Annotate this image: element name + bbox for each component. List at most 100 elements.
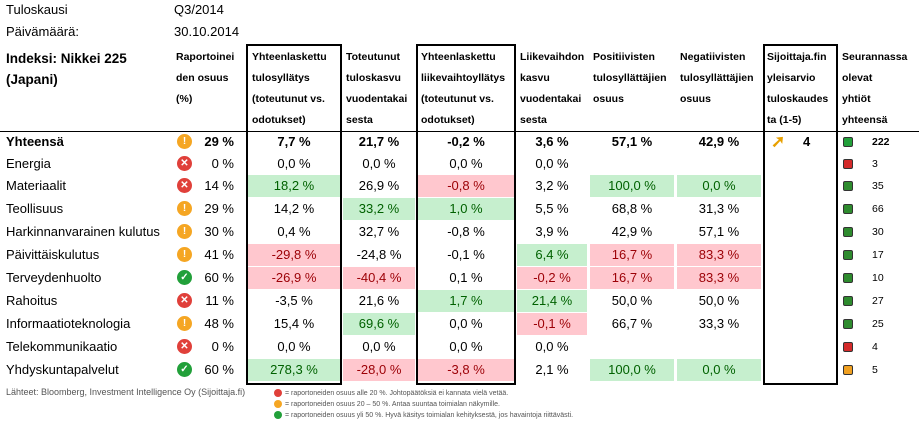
metric-cell-c6: 83,3 % [677,267,761,289]
column-header-line: yhtiöt [842,93,871,105]
metric-cell-c5 [590,153,674,175]
column-header-line: (toteutunut vs. [421,93,494,105]
reported-value: 30 % [204,224,234,239]
status-light-icon [843,319,853,329]
column-header-line: kasvu [520,72,550,84]
metric-cell-c6: 0,0 % [677,175,761,197]
column-header-line: tulosyllättäjien [593,72,667,84]
metric-cell-c4: 0,0 % [535,156,569,171]
reported-value: 29 % [204,201,234,216]
reported-share: ! 48 % [174,313,244,335]
status-light-icon [843,296,853,306]
row-name: Päivittäiskulutus [6,247,100,262]
date-value: 30.10.2014 [174,24,240,39]
warning-icon [274,400,282,409]
metric-cell-c4: -0,1 % [517,313,587,335]
table-row: Rahoitus ✕ 11 % -3,5 % 21,6 % 1,7 % 21,4 % 50,0… [0,290,919,312]
column-header-line: (toteutunut vs. [252,93,325,105]
reported-share: ! 41 % [174,244,244,266]
metric-cell-c4: 3,2 % [535,178,569,193]
reported-share: ✕ 11 % [174,290,244,312]
metric-cell-c2: -24,8 % [356,247,402,262]
column-header-line: tulosyllätys [252,72,310,84]
column-header-line: osuus [680,93,711,105]
column-header-line: tulosyllättäjien [680,72,754,84]
ok-icon: ✓ [177,270,192,285]
table-row: Informaatioteknologia! 48 % 15,4 % 69,6 % 0,… [0,313,919,335]
companies-cell: 4 [840,336,919,358]
metric-cell-c4: -0,2 % [517,267,587,289]
metric-cell-c2: -40,4 % [343,267,415,289]
column-header-1: Yhteenlaskettu tulosyllätys (toteutunut vs… [252,47,327,131]
reported-share: ✓ 60 % [174,267,244,289]
header-divider [0,131,919,132]
metric-cell-c3: 1,7 % [418,290,514,312]
column-header-line: sesta [346,114,373,126]
companies-count: 66 [872,203,884,215]
column-header-line: odotukset) [252,114,306,126]
column-header-line: yhteensä [842,114,888,126]
reported-value: 48 % [204,316,234,331]
metric-cell-c2: 0,0 % [362,339,396,354]
metric-cell-c4: 21,4 % [517,290,587,312]
metric-cell-c1: 278,3 % [248,359,340,381]
metric-cell-c1: 15,4 % [273,316,315,331]
column-header-line: Sijoittaja.fin [767,51,827,63]
status-light-icon [843,159,853,169]
companies-count: 35 [872,180,884,192]
error-icon: ✕ [177,293,192,308]
row-name: Materiaalit [6,178,66,193]
column-header-line: odotukset) [421,114,475,126]
metric-cell-c4: 3,6 % [535,134,569,149]
companies-cell: 30 [840,221,919,243]
column-header-line: Yhteenlaskettu [252,51,327,63]
metric-cell-c3: -0,8 % [418,175,514,197]
metric-cell-c6: 50,0 % [698,293,740,308]
companies-count: 5 [872,364,878,376]
column-header-line: Liikevaihdon [520,51,585,63]
warning-icon: ! [177,134,192,149]
column-header-line: sesta [520,114,547,126]
metric-cell-c4: 2,1 % [535,362,569,377]
reported-value: 60 % [204,362,234,377]
reported-share: ! 29 % [174,131,244,153]
metric-cell-c3: -3,8 % [418,359,514,381]
metric-cell-c5: 16,7 % [590,267,674,289]
companies-cell: 35 [840,175,919,197]
metric-cell-c3: 1,0 % [418,198,514,220]
metric-cell-c3: 0,0 % [449,316,483,331]
column-header-6: Negatiivisten tulosyllättäjien osuus [680,47,754,110]
table-row: Teollisuus! 29 % 14,2 % 33,2 % 1,0 % 5,5 % 68,… [0,198,919,220]
column-header-line: tuloskasvu [346,72,401,84]
metric-cell-c3: -0,8 % [447,224,485,239]
error-icon: ✕ [177,156,192,171]
metric-cell-c6: 57,1 % [698,224,740,239]
metric-cell-c4: 5,5 % [535,201,569,216]
metric-cell-c2: 26,9 % [358,178,400,193]
column-header-line: yleisarvio [767,72,816,84]
source-note: Lähteet: Bloomberg, Investment Intellige… [6,387,246,397]
column-header-line: ta (1-5) [767,114,802,126]
metric-cell-c3: -0,1 % [447,247,485,262]
table-row: Päivittäiskulutus! 41 % -29,8 % -24,8 % -0,1… [0,244,919,266]
index-title-line1: Indeksi: Nikkei 225 [6,51,127,66]
metric-cell-c5: 42,9 % [611,224,653,239]
reported-share: ✕ 0 % [174,153,244,175]
metric-cell-c3: 0,0 % [449,156,483,171]
metric-cell-c5: 100,0 % [590,175,674,197]
arrow-up-right-icon: ➚ [771,132,786,151]
column-header-5: Positiivisten tulosyllättäjien osuus [593,47,667,110]
metric-cell-c5: 16,7 % [590,244,674,266]
legend-item: = raportoneiden osuus 20 – 50 %. Antaa s… [274,399,573,410]
metric-cell-c1: 0,0 % [277,156,311,171]
row-name: Terveydenhuolto [6,270,102,285]
column-header-line: Positiivisten [593,51,655,63]
table-row: Terveydenhuolto ✓ 60 % -26,9 % -40,4 % 0,1 % -… [0,267,919,289]
column-header-4: Liikevaihdon kasvu vuodentakai sesta [520,47,584,131]
status-light-icon [843,342,853,352]
column-header-line: Negatiivisten [680,51,746,63]
companies-count: 3 [872,158,878,170]
metric-cell-c2: 32,7 % [358,224,400,239]
companies-cell: 5 [840,359,919,381]
metric-cell-c2: 33,2 % [343,198,415,220]
